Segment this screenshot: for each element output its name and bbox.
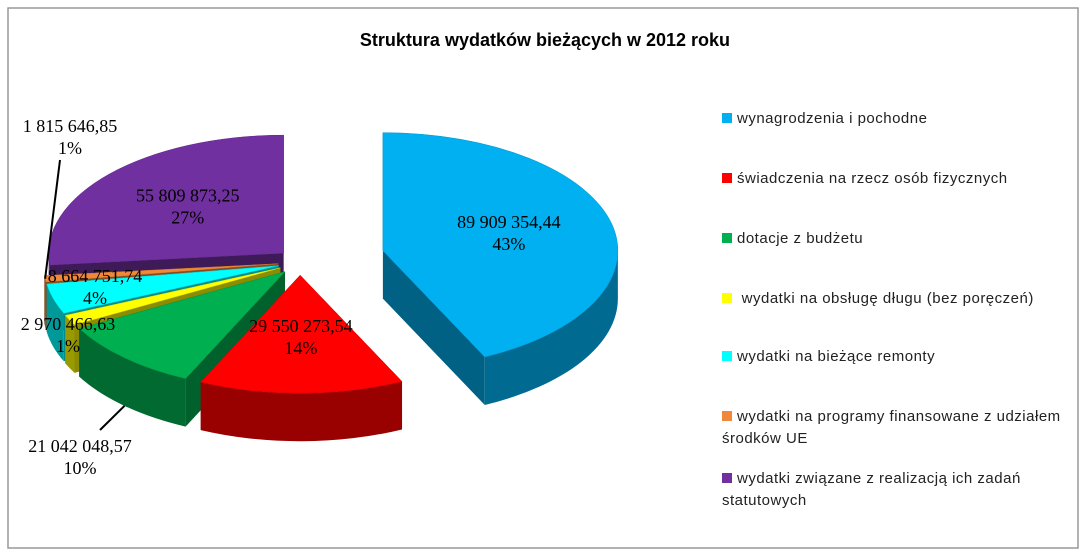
slice-side bbox=[200, 381, 403, 442]
legend-item: wynagrodzenia i pochodne bbox=[722, 108, 1062, 130]
leader-line bbox=[99, 405, 126, 431]
slice-side bbox=[484, 250, 618, 405]
data-label: 14% bbox=[284, 338, 317, 358]
legend-item: dotacje z budżetu bbox=[722, 228, 1062, 250]
legend-swatch bbox=[722, 293, 732, 303]
data-label: 10% bbox=[64, 458, 97, 478]
leader-line bbox=[44, 159, 61, 279]
legend-swatch bbox=[722, 351, 732, 361]
legend-label: świadczenia na rzecz osób fizycznych bbox=[737, 170, 1008, 187]
slice-side bbox=[79, 328, 186, 427]
slice-side bbox=[46, 283, 64, 362]
slice-side bbox=[44, 275, 47, 330]
data-label: 1% bbox=[58, 138, 82, 158]
legend-item: wydatki na bieżące remonty bbox=[722, 346, 1062, 368]
slice bbox=[78, 271, 286, 427]
legend-swatch bbox=[722, 173, 732, 183]
slice bbox=[382, 132, 619, 405]
data-label: 43% bbox=[492, 234, 525, 254]
data-label: 55 809 873,25 bbox=[136, 186, 240, 206]
legend-item: wydatki na programy finansowane z udział… bbox=[722, 406, 1062, 450]
data-label: 1% bbox=[56, 336, 80, 356]
slice bbox=[78, 271, 286, 379]
legend-item: wydatki związane z realizacją ich zadań … bbox=[722, 468, 1062, 512]
data-label: 1 815 646,85 bbox=[23, 116, 118, 136]
legend-label: wydatki na bieżące remonty bbox=[737, 348, 936, 365]
legend-label: wydatki związane z realizacją ich zadań … bbox=[722, 470, 1021, 509]
legend-label: wydatki na programy finansowane z udział… bbox=[722, 408, 1061, 447]
legend-item: świadczenia na rzecz osób fizycznych bbox=[722, 168, 1062, 190]
legend-label: wynagrodzenia i pochodne bbox=[737, 110, 928, 127]
data-label: 4% bbox=[83, 288, 107, 308]
data-label: 89 909 354,44 bbox=[457, 212, 561, 232]
slice bbox=[200, 274, 403, 442]
slice bbox=[382, 132, 619, 358]
slice bbox=[46, 265, 279, 314]
legend-label: wydatki na obsługę długu (bez poręczeń) bbox=[737, 290, 1034, 307]
data-label: 21 042 048,57 bbox=[28, 436, 132, 456]
legend-item: wydatki na obsługę długu (bez poręczeń) bbox=[722, 288, 1062, 310]
legend-label: dotacje z budżetu bbox=[737, 230, 864, 247]
chart-title: Struktura wydatków bieżących w 2012 roku bbox=[360, 30, 730, 50]
data-label: 8 664 751,74 bbox=[48, 266, 143, 286]
slice-side bbox=[382, 250, 485, 405]
legend-swatch bbox=[722, 113, 732, 123]
slice-side bbox=[65, 315, 75, 373]
legend-swatch bbox=[722, 233, 732, 243]
data-label: 2 970 466,63 bbox=[21, 314, 116, 334]
data-label: 29 550 273,54 bbox=[249, 316, 353, 336]
slice bbox=[200, 274, 403, 394]
slice bbox=[64, 267, 281, 326]
legend-swatch bbox=[722, 411, 732, 421]
data-label: 27% bbox=[171, 208, 204, 228]
legend-swatch bbox=[722, 473, 732, 483]
